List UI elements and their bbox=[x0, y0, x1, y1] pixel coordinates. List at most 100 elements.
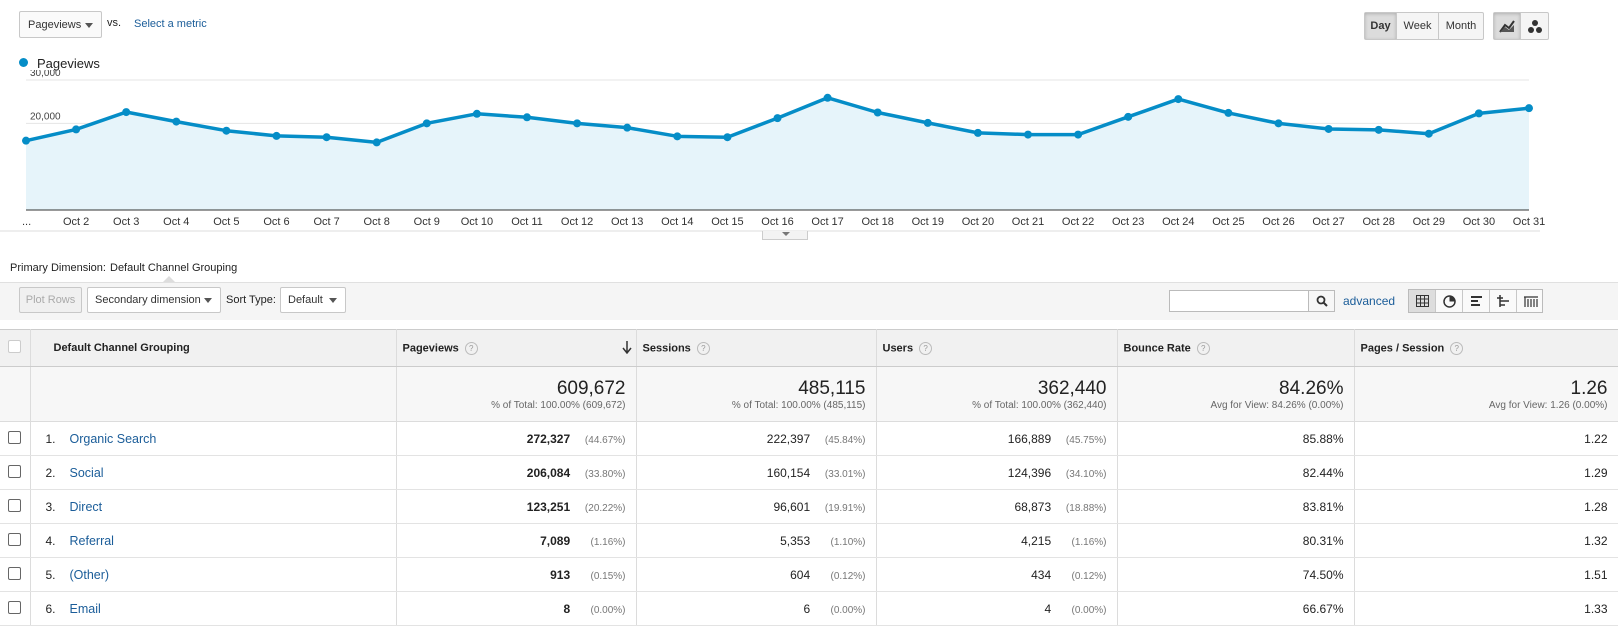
sessions-pct: (33.01%) bbox=[824, 468, 866, 480]
header-pages-per-session[interactable]: Pages / Session? bbox=[1354, 329, 1618, 367]
advanced-link[interactable]: advanced bbox=[1343, 294, 1396, 308]
help-icon[interactable]: ? bbox=[1450, 341, 1464, 355]
x-tick-label: Oct 16 bbox=[761, 216, 793, 228]
data-point[interactable] bbox=[673, 132, 682, 141]
sessions-value: 96,601 bbox=[773, 499, 811, 514]
data-point[interactable] bbox=[1324, 124, 1333, 133]
bar-list-icon bbox=[1470, 296, 1482, 306]
data-point[interactable] bbox=[773, 114, 782, 123]
metric-select[interactable]: Pageviews bbox=[19, 11, 102, 38]
data-point[interactable] bbox=[222, 126, 231, 135]
x-tick-label: Oct 30 bbox=[1463, 216, 1495, 228]
row-checkbox[interactable] bbox=[8, 600, 22, 614]
pageviews-pct: (20.22%) bbox=[584, 502, 626, 514]
header-bounce-rate[interactable]: Bounce Rate? bbox=[1117, 329, 1355, 367]
performance-view-button[interactable] bbox=[1463, 290, 1490, 312]
channel-link[interactable]: Organic Search bbox=[69, 431, 157, 446]
help-icon[interactable]: ? bbox=[464, 341, 478, 355]
pivot-view-button[interactable] bbox=[1517, 290, 1544, 312]
data-point[interactable] bbox=[623, 123, 632, 132]
row-checkbox[interactable] bbox=[8, 498, 22, 512]
header-users[interactable]: Users? bbox=[876, 329, 1118, 367]
pageviews-value: 123,251 bbox=[526, 499, 571, 514]
header-default-channel-grouping[interactable]: Default Channel Grouping bbox=[30, 329, 397, 367]
data-point[interactable] bbox=[1374, 125, 1383, 134]
primary-dimension-value[interactable]: Default Channel Grouping bbox=[110, 262, 238, 274]
row-checkbox[interactable] bbox=[8, 464, 22, 478]
data-point[interactable] bbox=[22, 136, 30, 145]
data-point[interactable] bbox=[973, 128, 982, 137]
help-icon[interactable]: ? bbox=[696, 341, 710, 355]
data-point[interactable] bbox=[172, 117, 181, 126]
day-button[interactable]: Day bbox=[1365, 13, 1397, 39]
data-point[interactable] bbox=[472, 109, 481, 118]
data-point[interactable] bbox=[573, 119, 582, 128]
row-checkbox[interactable] bbox=[8, 430, 22, 444]
channel-link[interactable]: Email bbox=[69, 601, 101, 616]
chart-collapse-handle[interactable] bbox=[762, 231, 808, 240]
data-point[interactable] bbox=[72, 125, 81, 134]
pages-per-session-value: 1.33 bbox=[1354, 591, 1618, 626]
comparison-view-button[interactable] bbox=[1490, 290, 1517, 312]
data-point[interactable] bbox=[122, 108, 131, 117]
total-users: 362,440% of Total: 100.00% (362,440) bbox=[876, 366, 1118, 422]
month-button[interactable]: Month bbox=[1445, 20, 1477, 32]
row-checkbox[interactable] bbox=[8, 566, 22, 580]
select-metric-link[interactable]: Select a metric bbox=[134, 18, 207, 30]
plot-rows-button[interactable]: Plot Rows bbox=[19, 287, 82, 313]
sessions-pct: (0.00%) bbox=[830, 604, 866, 616]
data-point[interactable] bbox=[873, 108, 882, 117]
users-value: 4 bbox=[1044, 601, 1052, 616]
help-icon[interactable]: ? bbox=[919, 341, 933, 355]
data-point[interactable] bbox=[372, 138, 381, 147]
data-table-view-button[interactable] bbox=[1409, 290, 1436, 312]
data-point[interactable] bbox=[523, 113, 531, 122]
header-sessions[interactable]: Sessions? bbox=[636, 329, 877, 367]
sessions-value: 222,397 bbox=[766, 431, 811, 446]
channel-link[interactable]: Referral bbox=[69, 533, 114, 548]
percentage-view-button[interactable] bbox=[1436, 290, 1463, 312]
row-checkbox[interactable] bbox=[8, 532, 22, 546]
data-point[interactable] bbox=[1124, 112, 1133, 121]
secondary-dimension-select[interactable]: Secondary dimension bbox=[87, 287, 221, 313]
pages-per-session-value: 1.22 bbox=[1354, 421, 1618, 456]
sort-type-label: Sort Type: bbox=[226, 294, 276, 306]
data-point[interactable] bbox=[1174, 95, 1183, 104]
users-value: 124,396 bbox=[1007, 465, 1052, 480]
data-point[interactable] bbox=[1274, 119, 1283, 128]
data-point[interactable] bbox=[923, 118, 932, 127]
y-tick-label: 30,000 bbox=[30, 70, 61, 79]
line-chart-button[interactable] bbox=[1494, 13, 1521, 39]
select-all-checkbox[interactable] bbox=[8, 340, 22, 353]
header-pageviews[interactable]: Pageviews? bbox=[396, 329, 637, 367]
data-point[interactable] bbox=[272, 131, 281, 140]
data-point[interactable] bbox=[1024, 130, 1032, 139]
data-point[interactable] bbox=[1474, 109, 1483, 118]
data-point[interactable] bbox=[1224, 108, 1233, 117]
data-point[interactable] bbox=[422, 119, 431, 128]
users-pct: (18.88%) bbox=[1065, 502, 1107, 514]
total-sessions: 485,115% of Total: 100.00% (485,115) bbox=[636, 366, 877, 422]
channel-link[interactable]: Social bbox=[69, 465, 104, 480]
x-tick-label: Oct 28 bbox=[1362, 216, 1394, 228]
area-fill bbox=[26, 97, 1529, 210]
search-button[interactable] bbox=[1308, 290, 1335, 312]
data-point[interactable] bbox=[1525, 104, 1533, 113]
data-point[interactable] bbox=[723, 133, 732, 142]
x-tick-label: Oct 7 bbox=[313, 216, 339, 228]
totals-row: 609,672% of Total: 100.00% (609,672) 485… bbox=[0, 366, 1618, 422]
pageviews-pct: (0.15%) bbox=[590, 570, 626, 582]
motion-chart-button[interactable] bbox=[1521, 13, 1548, 39]
help-icon[interactable]: ? bbox=[1196, 341, 1210, 355]
data-point[interactable] bbox=[1424, 129, 1433, 138]
data-point[interactable] bbox=[823, 93, 832, 102]
sort-type-select[interactable]: Default bbox=[280, 287, 346, 313]
table-search-input[interactable] bbox=[1169, 290, 1309, 312]
week-button[interactable]: Week bbox=[1397, 13, 1439, 39]
channel-link[interactable]: Direct bbox=[69, 499, 103, 514]
data-point[interactable] bbox=[1074, 130, 1083, 139]
grid-icon bbox=[1415, 295, 1429, 307]
channel-link[interactable]: (Other) bbox=[69, 567, 110, 582]
data-point[interactable] bbox=[322, 133, 331, 142]
